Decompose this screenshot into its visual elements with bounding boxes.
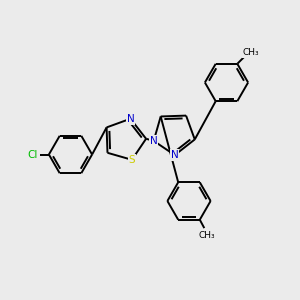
Text: Cl: Cl [27, 149, 38, 160]
Text: CH₃: CH₃ [242, 48, 259, 57]
Text: N: N [171, 150, 178, 160]
Text: S: S [129, 155, 135, 165]
Text: CH₃: CH₃ [198, 231, 215, 240]
Text: N: N [127, 114, 134, 124]
Text: N: N [150, 136, 158, 146]
